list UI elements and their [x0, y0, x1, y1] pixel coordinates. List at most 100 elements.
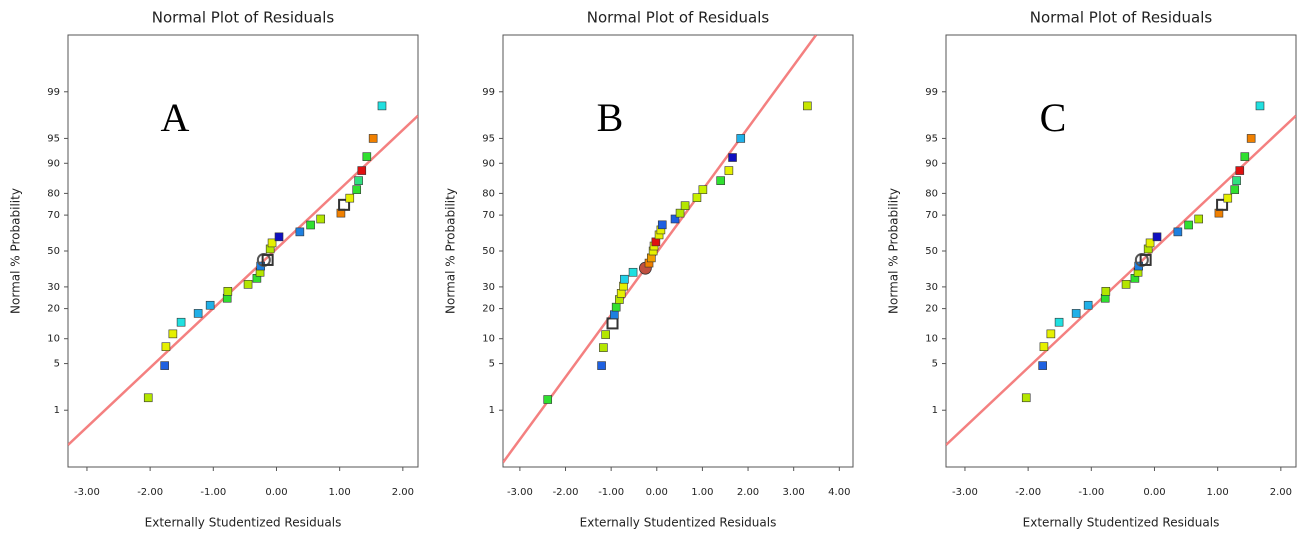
y-tick-label: 90: [47, 158, 60, 169]
y-tick-label: 30: [925, 282, 938, 293]
x-tick-label: -1.00: [598, 487, 624, 498]
point: [1216, 198, 1229, 211]
point: [601, 330, 610, 339]
y-tick-label: 50: [47, 246, 60, 257]
point: [543, 395, 553, 404]
y-tick-label: 70: [925, 210, 938, 221]
point: [1240, 152, 1250, 161]
x-tick-label: 0.00: [1143, 487, 1165, 498]
x-axis-label: Externally Studentized Residuals: [145, 516, 342, 530]
y-axis-label: Normal % Probability: [887, 188, 901, 314]
point: [1246, 134, 1256, 143]
point: [698, 185, 708, 194]
y-tick-label: 99: [925, 87, 938, 98]
x-tick-label: -3.00: [952, 487, 978, 498]
y-tick-label: 99: [482, 87, 495, 98]
y-tick-label: 10: [47, 334, 60, 345]
x-tick-label: 2.00: [1270, 487, 1292, 498]
x-tick-label: -2.00: [553, 487, 579, 498]
point: [724, 166, 734, 175]
panel: Normal Plot of Residuals A 1 5 10 20 30 50 70 80 9…: [9, 9, 419, 530]
point: [1173, 227, 1183, 237]
y-tick-label: 30: [482, 282, 495, 293]
point: [338, 198, 351, 211]
x-tick-label: 1.00: [1207, 487, 1229, 498]
point: [168, 329, 178, 339]
chart-title: Normal Plot of Residuals: [152, 9, 335, 27]
point: [368, 134, 378, 143]
x-tick-label: 3.00: [783, 487, 805, 498]
y-tick-label: 20: [482, 304, 495, 315]
point: [1054, 317, 1064, 327]
plot-frame: [945, 34, 1297, 468]
fit-line: [68, 114, 418, 446]
point: [345, 193, 355, 203]
point: [628, 267, 638, 277]
y-tick-label: 99: [47, 87, 60, 98]
point: [1235, 166, 1245, 175]
point: [1021, 393, 1031, 403]
point: [1039, 342, 1049, 352]
y-tick-label: 80: [482, 188, 495, 199]
point: [1046, 329, 1056, 339]
point: [193, 309, 203, 318]
y-tick-label: 20: [47, 304, 60, 315]
x-tick-label: -3.00: [74, 487, 100, 498]
point: [728, 153, 737, 162]
y-tick-label: 30: [47, 282, 60, 293]
point: [1139, 253, 1152, 266]
point: [680, 201, 690, 210]
point: [223, 286, 233, 296]
point: [1194, 214, 1204, 224]
point: [606, 317, 619, 330]
point: [736, 134, 746, 143]
x-tick-label: 0.00: [646, 487, 668, 498]
point: [354, 176, 363, 185]
point: [1038, 361, 1047, 370]
point: [657, 220, 667, 230]
chart-title: Normal Plot of Residuals: [587, 9, 770, 27]
y-tick-label: 95: [482, 133, 495, 144]
y-tick-label: 80: [925, 188, 938, 199]
x-tick-label: -1.00: [200, 487, 226, 498]
x-tick-label: 0.00: [265, 487, 287, 498]
point: [716, 176, 725, 185]
point: [143, 393, 153, 403]
y-tick-label: 10: [925, 334, 938, 345]
point: [599, 343, 608, 352]
point: [803, 101, 812, 111]
x-tick-label: 4.00: [828, 487, 850, 498]
point: [176, 317, 186, 327]
point: [670, 214, 680, 224]
x-tick-label: 1.00: [691, 487, 713, 498]
point: [597, 361, 606, 370]
point: [692, 193, 702, 202]
point: [274, 232, 284, 242]
y-tick-label: 1: [932, 405, 938, 416]
point: [1101, 286, 1111, 296]
x-tick-label: -1.00: [1078, 487, 1104, 498]
panel-label: A: [161, 95, 190, 140]
y-tick-label: 5: [932, 359, 938, 370]
point: [1152, 232, 1162, 242]
point: [261, 253, 274, 266]
point: [295, 227, 305, 237]
y-tick-label: 95: [925, 133, 938, 144]
y-tick-label: 80: [47, 188, 60, 199]
point: [1230, 185, 1240, 194]
y-tick-label: 5: [54, 359, 60, 370]
x-tick-label: 2.00: [392, 487, 414, 498]
point: [616, 289, 626, 298]
panel: Normal Plot of Residuals B 1 5 10 20 30 50 70 80 9…: [444, 9, 854, 530]
point: [377, 101, 387, 111]
point: [1184, 220, 1193, 230]
plot-frame: [67, 34, 419, 468]
point: [1232, 176, 1241, 185]
y-tick-label: 70: [47, 210, 60, 221]
point: [1223, 193, 1233, 203]
point: [1255, 101, 1265, 111]
point: [316, 214, 326, 224]
y-tick-label: 1: [54, 405, 60, 416]
x-tick-label: -2.00: [1015, 487, 1041, 498]
